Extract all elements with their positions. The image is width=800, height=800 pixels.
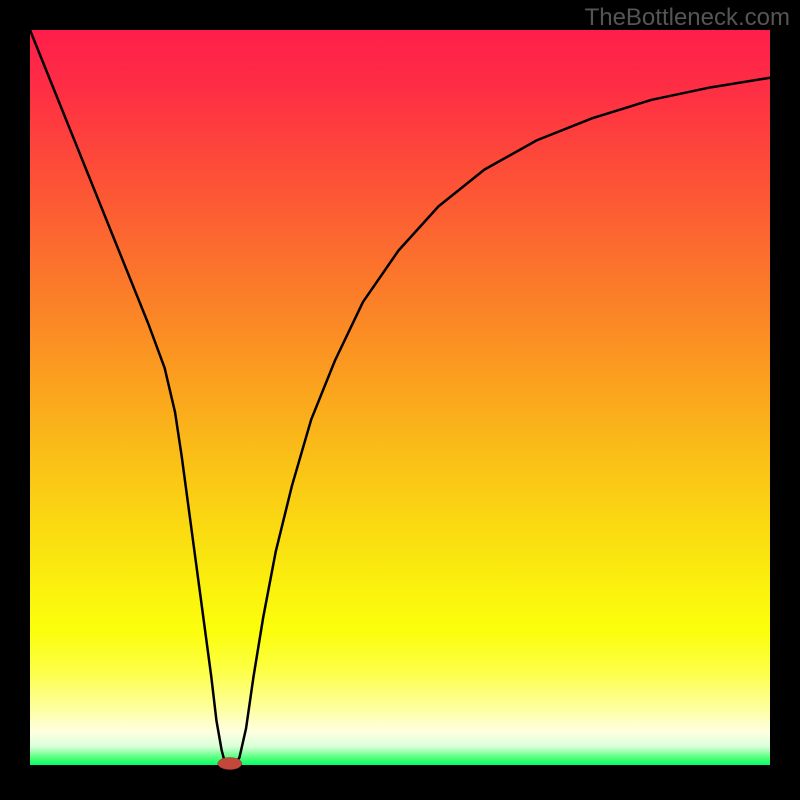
chart-container: TheBottleneck.com [0, 0, 800, 800]
optimum-marker [218, 758, 242, 770]
watermark-text: TheBottleneck.com [585, 4, 790, 32]
bottleneck-chart [0, 0, 800, 800]
plot-background [30, 30, 770, 765]
